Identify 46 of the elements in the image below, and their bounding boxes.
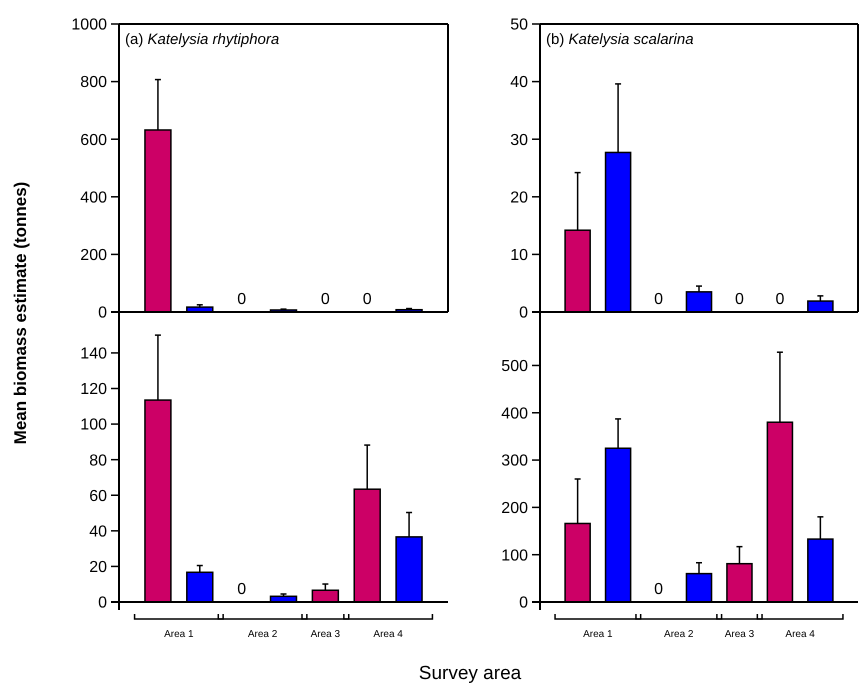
y-tick-label: 0	[98, 594, 108, 612]
y-tick-label: 100	[501, 547, 528, 564]
text: Area 1	[583, 629, 614, 640]
data-label: 0	[237, 291, 246, 308]
data-label: 0	[654, 581, 664, 598]
y-tick-label: 50	[510, 16, 528, 34]
x-axis-title: Survey area	[418, 663, 522, 684]
y-tick-label: 400	[501, 405, 528, 422]
y-tick-label: 140	[80, 346, 108, 363]
y-tick-label: 0	[519, 594, 528, 612]
text: Area 4	[785, 629, 816, 640]
y-tick-label: 60	[89, 488, 108, 505]
y-tick-label: 20	[510, 189, 528, 206]
text: Area 3	[310, 629, 341, 640]
y-tick-label: 800	[80, 74, 108, 92]
data-label: 0	[654, 291, 664, 308]
y-tick-label: 0	[98, 304, 108, 322]
text: Area 4	[373, 629, 404, 640]
y-tick-label: 20	[89, 559, 108, 576]
y-tick-label: 30	[510, 132, 528, 149]
y-tick-label: 40	[510, 74, 528, 92]
y-axis-title: Mean biomass estimate (tonnes)	[11, 182, 30, 444]
y-tick-label: 0	[519, 304, 528, 322]
y-tick-label: 120	[80, 381, 108, 398]
y-tick-label: 200	[80, 247, 108, 264]
y-tick-label: 600	[80, 132, 108, 149]
text: (a) Katelysia rhytiphora	[125, 31, 280, 48]
y-tick-label: 10	[510, 247, 528, 264]
y-tick-label: 300	[501, 452, 528, 470]
text: Area 3	[724, 629, 755, 640]
data-label: 0	[320, 291, 330, 308]
y-tick-label: 200	[501, 500, 528, 517]
text: Area 1	[164, 629, 194, 640]
y-tick-label: 400	[80, 189, 108, 206]
text: Area 2	[664, 629, 694, 640]
y-tick-label: 500	[501, 358, 528, 376]
y-tick-label: 40	[89, 523, 108, 540]
text: (b) Katelysia scalarina	[546, 31, 694, 48]
y-tick-label: 100	[80, 416, 108, 434]
y-tick-label: 1000	[71, 16, 108, 34]
data-label: 0	[237, 581, 246, 598]
data-label: 0	[362, 291, 372, 308]
text: Area 2	[248, 629, 278, 640]
data-label: 0	[775, 291, 784, 308]
y-tick-label: 80	[89, 452, 108, 470]
data-label: 0	[735, 291, 744, 308]
